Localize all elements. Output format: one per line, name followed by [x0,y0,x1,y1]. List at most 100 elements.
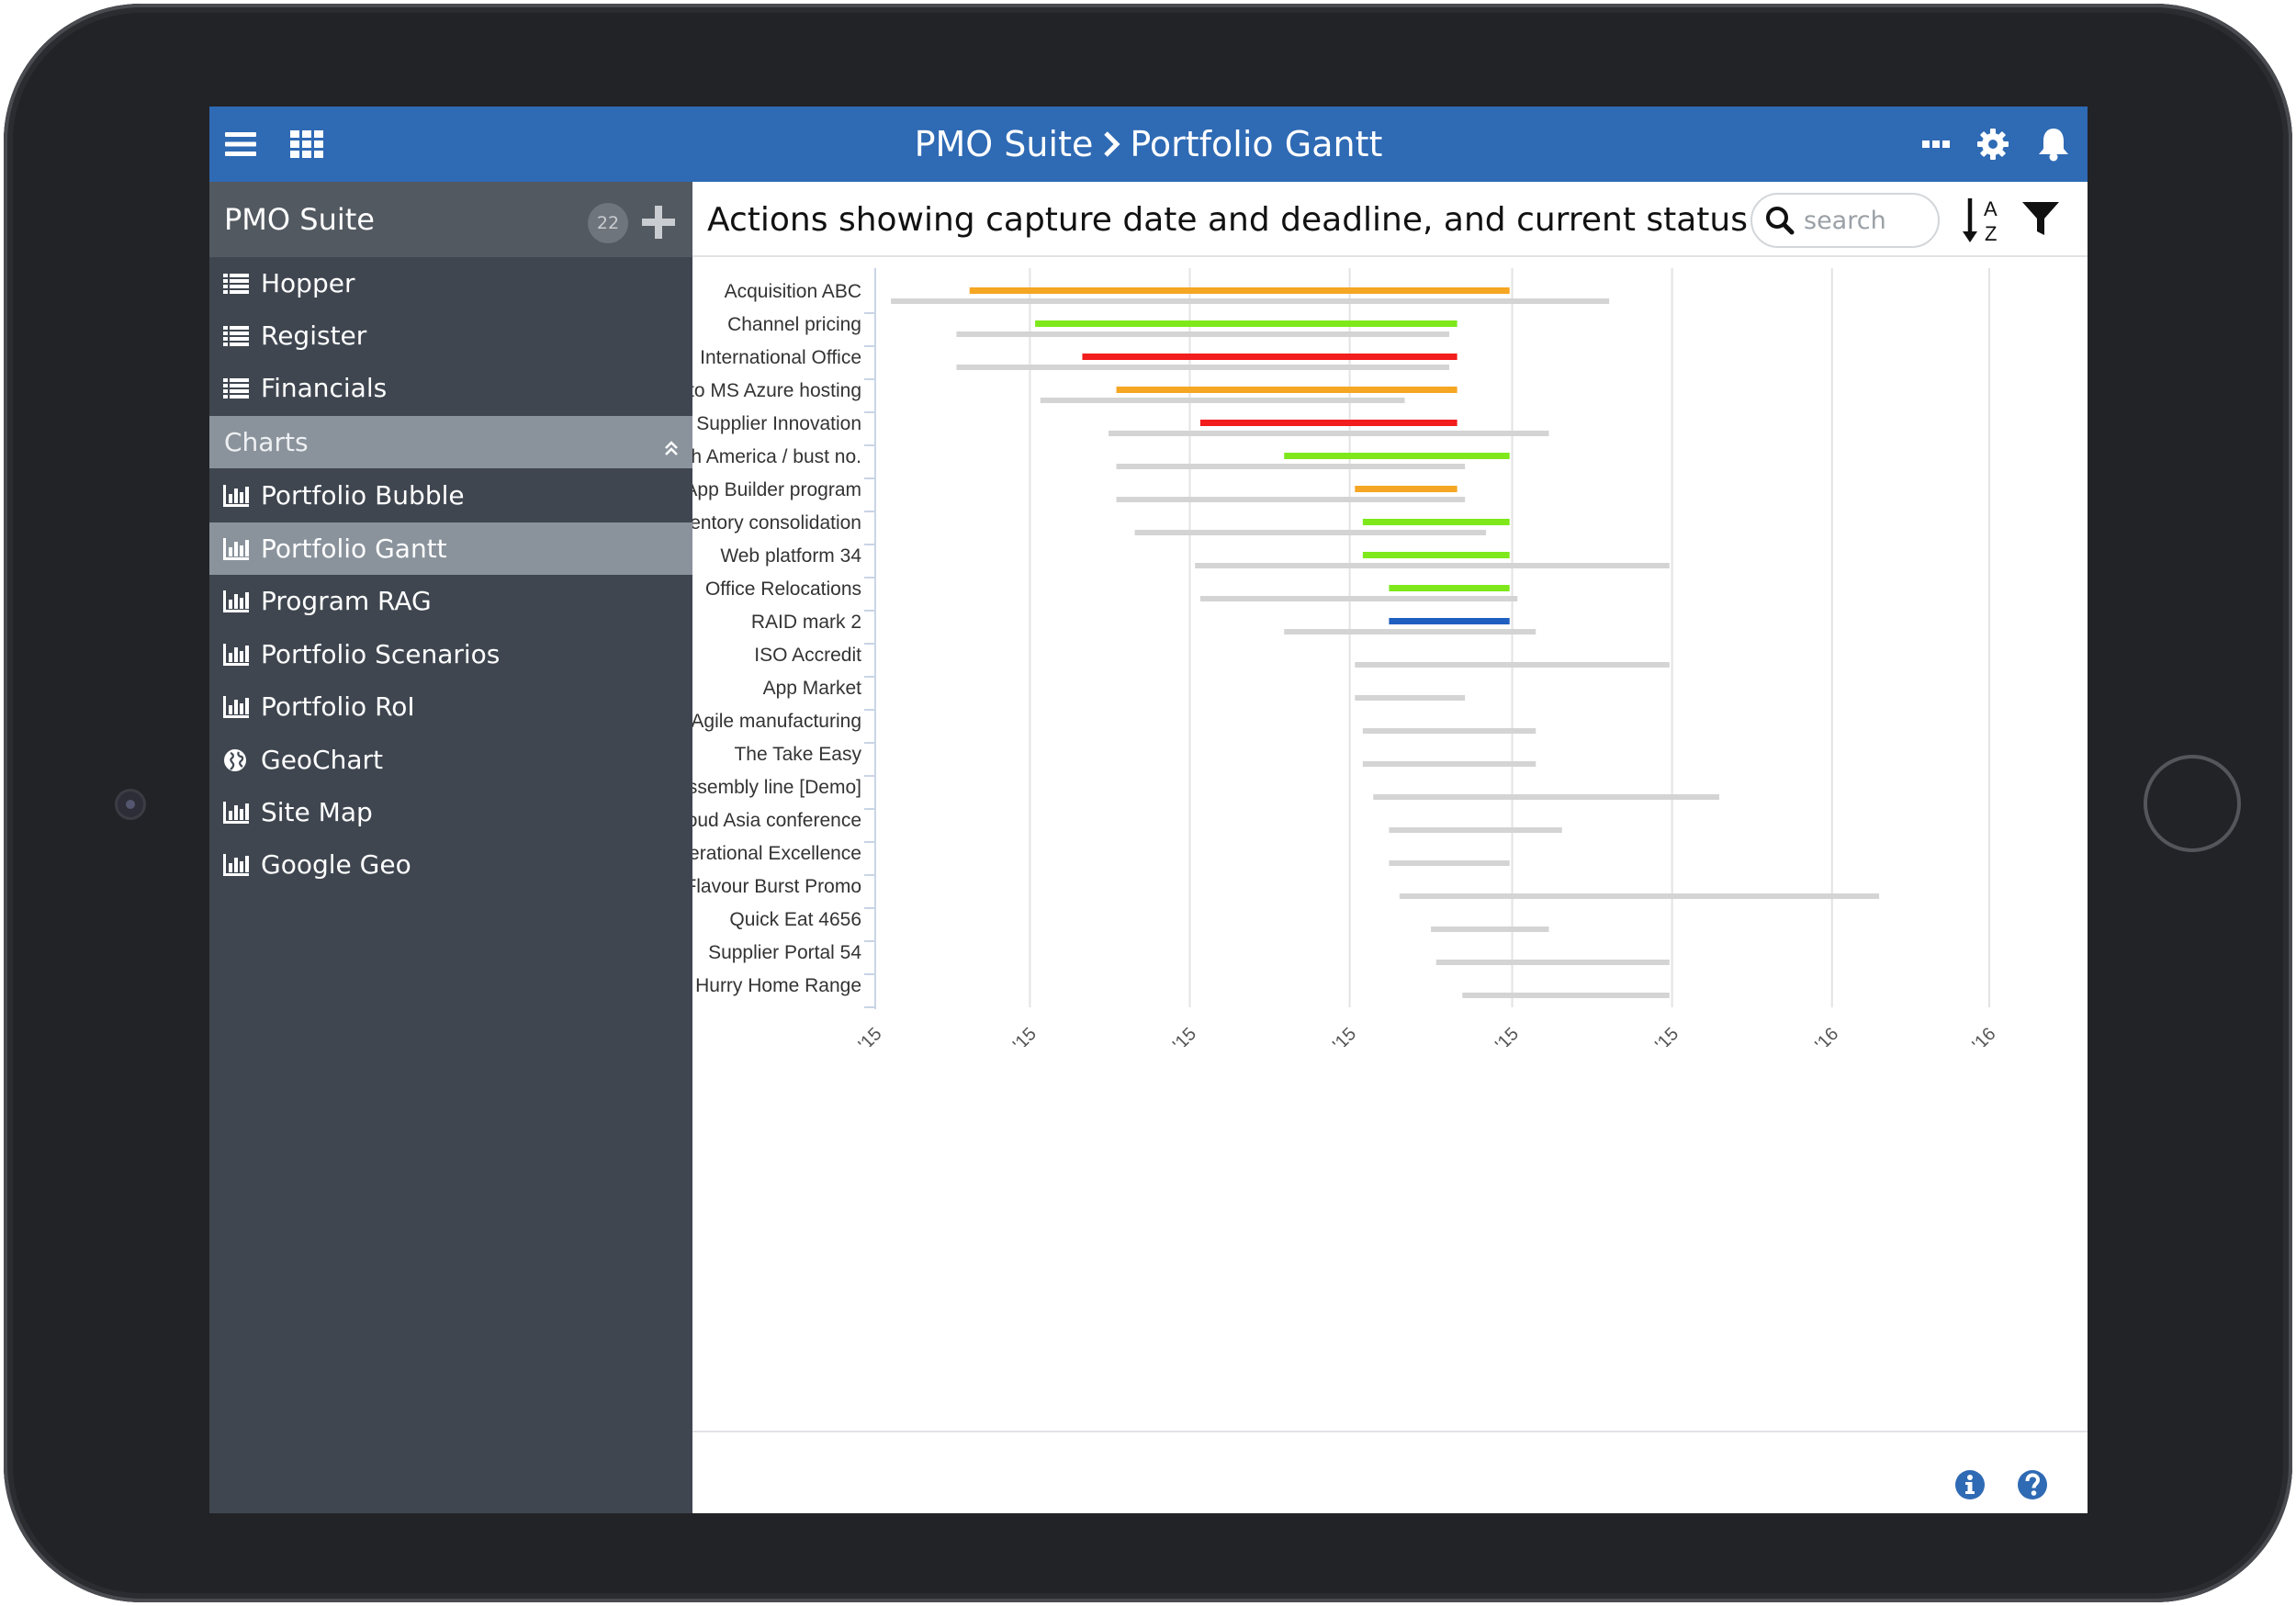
y-task-label: North America / bust no. [692,446,861,467]
timeline-bar [1462,993,1670,998]
app-screen: PMO Suite Portfolio Gantt [209,107,2088,1513]
search-box[interactable] [1750,193,1940,248]
y-task-label: Supplier Innovation [696,413,861,434]
chevron-double-up-icon[interactable] [663,432,680,463]
sort-az-icon[interactable]: A Z [1960,195,2011,246]
x-tick-label: Mar '15 [984,1024,1041,1047]
status-bar [1389,618,1510,624]
timeline-bar [956,331,1450,337]
status-bar [1199,420,1458,426]
sidebar-header: PMO Suite 22 [209,182,692,257]
apps-grid-icon[interactable] [288,107,325,182]
timeline-bar [1373,794,1720,800]
bell-icon[interactable] [2035,107,2072,182]
y-task-label: Operational Excellence [692,843,861,864]
sidebar-item-site-map[interactable]: Site Map [209,786,692,838]
status-bar [1116,387,1458,393]
timeline-bar [1109,431,1549,436]
timeline-bar [891,298,1610,304]
timeline-bar [1040,398,1405,403]
section-charts[interactable]: Charts [209,416,692,468]
y-task-label: Move to MS Azure hosting [692,380,861,401]
home-button[interactable] [2144,755,2241,852]
sidebar-item-google-geo[interactable]: Google Geo [209,838,692,891]
help-icon[interactable] [2017,1469,2048,1500]
sidebar-item-register[interactable]: Register [209,309,692,362]
x-tick-label: May '15 [1141,1024,1200,1047]
search-input[interactable] [1802,205,1925,236]
y-task-label: Inventory consolidation [692,512,861,533]
sidebar-item-geochart[interactable]: GeoChart [209,734,692,786]
list-icon [223,273,251,294]
breadcrumb: PMO Suite Portfolio Gantt [209,107,2088,182]
timeline-bar [956,365,1450,370]
y-task-label: The Take Easy [734,744,861,765]
globe-icon [223,748,251,772]
status-bar [1284,453,1510,459]
breadcrumb-root[interactable]: PMO Suite [914,124,1094,164]
sidebar-item-label: Portfolio Scenarios [261,639,501,669]
search-icon [1765,206,1795,235]
timeline-bar [1389,860,1510,866]
sidebar-item-label: Financials [261,373,388,403]
timeline-bar [1399,893,1880,899]
sidebar-item-hopper[interactable]: Hopper [209,257,692,309]
more-icon[interactable] [1919,107,1953,182]
sidebar-item-label: Portfolio Bubble [261,480,465,511]
status-bar [1362,519,1510,525]
sidebar-item-label: Hopper [261,268,355,298]
svg-text:Z: Z [1985,222,1997,245]
footer-divider [692,1431,2088,1432]
info-icon[interactable] [1954,1469,1986,1500]
section-label: Charts [224,427,309,457]
y-task-label: Install assembly line [Demo] [692,777,861,798]
y-task-label: Cloud Asia conference [692,810,861,831]
status-bar [1082,354,1458,360]
gear-icon[interactable] [1975,107,2011,182]
bar-chart-icon [223,484,251,507]
sidebar: PMO Suite 22 Hopper Register [209,182,692,1513]
sidebar-item-label: Register [261,320,367,351]
chevron-right-icon [1102,130,1120,158]
sidebar-item-financials[interactable]: Financials [209,362,692,414]
sidebar-item-portfolio-scenarios[interactable]: Portfolio Scenarios [209,628,692,680]
sidebar-item-label: Google Geo [261,849,411,880]
status-bar [1389,585,1510,591]
status-bar [1362,552,1510,558]
timeline-bar [1431,927,1549,932]
sidebar-title[interactable]: PMO Suite [224,202,375,237]
sidebar-item-label: GeoChart [261,745,383,775]
main-content: Actions showing capture date and deadlin… [622,182,2088,1513]
x-tick-label: Mar '16 [1942,1024,1999,1047]
filter-icon[interactable] [2020,200,2065,244]
timeline-bar [1116,497,1466,502]
bar-chart-icon [223,590,251,612]
x-tick-label: Jan '15 [830,1024,886,1047]
sidebar-item-portfolio-roi[interactable]: Portfolio RoI [209,680,692,733]
y-task-label: ISO Accredit [754,645,861,666]
bar-chart-icon [223,801,251,824]
list-icon [223,325,251,346]
y-task-label: Agile manufacturing [692,711,861,732]
status-bar [1035,320,1458,327]
y-task-label: Channel pricing [727,314,861,335]
timeline-bar [1389,827,1562,833]
y-task-label: App Market [763,678,862,699]
sidebar-item-program-rag[interactable]: Program RAG [209,575,692,627]
status-bar [969,287,1510,294]
y-task-label: Acquisition ABC [725,281,861,302]
bar-chart-icon [223,643,251,666]
sidebar-item-label: Program RAG [261,586,432,616]
y-task-label: Quick Eat 4656 [729,909,861,930]
y-task-label: RAID mark 2 [751,612,861,633]
x-tick-label: Jan '16 [1787,1024,1843,1047]
sidebar-item-portfolio-gantt[interactable]: Portfolio Gantt [209,522,692,575]
status-bar [1355,486,1458,492]
top-bar: PMO Suite Portfolio Gantt [209,107,2088,182]
timeline-bar [1355,695,1466,701]
menu-icon[interactable] [222,107,259,182]
sidebar-item-portfolio-bubble[interactable]: Portfolio Bubble [209,469,692,522]
camera-icon [118,792,143,817]
add-button[interactable] [638,202,679,242]
y-task-label: International Office [700,347,861,368]
